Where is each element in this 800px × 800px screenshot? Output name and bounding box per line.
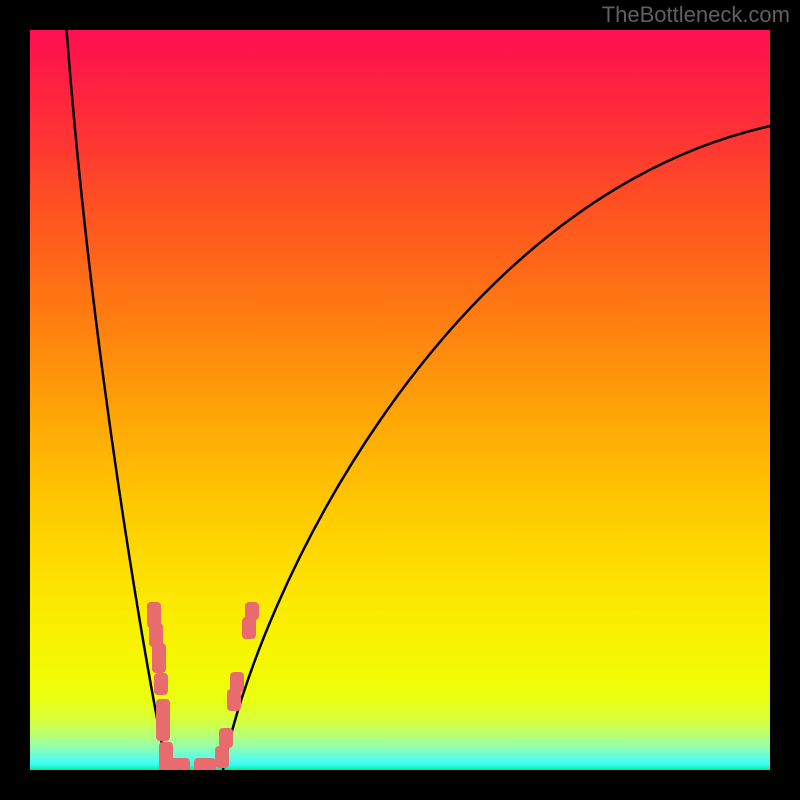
watermark-label: TheBottleneck.com: [602, 2, 790, 28]
marker-dot: [152, 643, 166, 673]
chart-frame: TheBottleneck.com: [0, 0, 800, 800]
plot-area: [30, 30, 770, 770]
marker-dot: [230, 672, 244, 692]
marker-dot: [156, 699, 170, 741]
marker-dot: [170, 758, 190, 770]
marker-dot: [154, 673, 168, 695]
marker-dot: [194, 758, 216, 770]
markers-layer: [30, 30, 770, 770]
marker-dot: [242, 617, 256, 639]
marker-dot: [245, 602, 259, 620]
marker-dot: [227, 689, 241, 711]
marker-dot: [215, 746, 229, 768]
marker-dot: [219, 728, 233, 748]
